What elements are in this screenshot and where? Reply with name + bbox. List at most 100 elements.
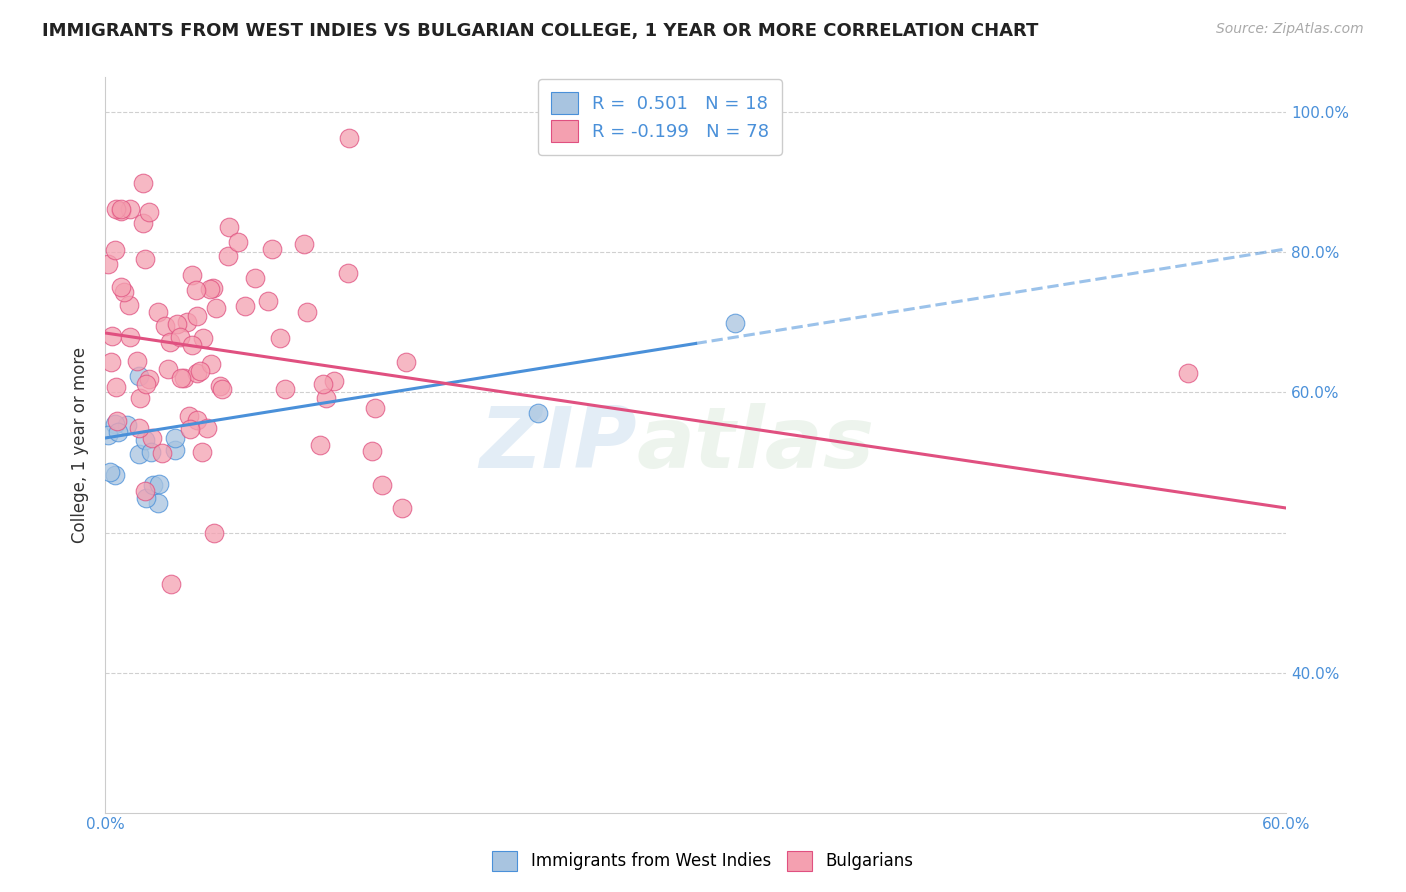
Point bbox=[257, 293, 280, 308]
Point bbox=[104, 468, 127, 483]
Point bbox=[110, 202, 132, 216]
Point bbox=[262, 243, 284, 257]
Point bbox=[197, 421, 219, 435]
Point bbox=[179, 409, 201, 423]
Text: atlas: atlas bbox=[637, 403, 875, 486]
Point bbox=[193, 331, 215, 345]
Point bbox=[233, 299, 256, 313]
Point bbox=[297, 305, 319, 319]
Point bbox=[292, 237, 315, 252]
Point bbox=[211, 382, 233, 396]
Point bbox=[188, 364, 211, 378]
Point bbox=[97, 428, 120, 442]
Point bbox=[134, 484, 156, 499]
Point bbox=[274, 382, 297, 396]
Point bbox=[201, 280, 224, 294]
Point bbox=[135, 491, 157, 505]
Text: Source: ZipAtlas.com: Source: ZipAtlas.com bbox=[1216, 22, 1364, 37]
Point bbox=[138, 372, 160, 386]
Point bbox=[138, 204, 160, 219]
Point bbox=[134, 434, 156, 448]
Point bbox=[118, 202, 141, 216]
Point bbox=[180, 338, 202, 352]
Point bbox=[148, 305, 170, 319]
Point bbox=[371, 477, 394, 491]
Point bbox=[176, 315, 198, 329]
Point bbox=[309, 438, 332, 452]
Point bbox=[205, 301, 228, 316]
Point bbox=[135, 376, 157, 391]
Point bbox=[100, 355, 122, 369]
Point bbox=[243, 271, 266, 285]
Point bbox=[315, 391, 337, 405]
Text: IMMIGRANTS FROM WEST INDIES VS BULGARIAN COLLEGE, 1 YEAR OR MORE CORRELATION CHA: IMMIGRANTS FROM WEST INDIES VS BULGARIAN… bbox=[42, 22, 1039, 40]
Point bbox=[184, 283, 207, 297]
Point bbox=[117, 298, 139, 312]
Point bbox=[103, 244, 125, 258]
Point bbox=[128, 447, 150, 461]
Point bbox=[217, 249, 239, 263]
Point bbox=[97, 256, 120, 270]
Point bbox=[527, 406, 550, 420]
Point bbox=[336, 267, 359, 281]
Point bbox=[156, 361, 179, 376]
Point bbox=[104, 202, 127, 216]
Point bbox=[186, 366, 208, 380]
Point bbox=[169, 330, 191, 344]
Point bbox=[165, 431, 187, 445]
Point bbox=[312, 377, 335, 392]
Point bbox=[173, 371, 195, 385]
Point bbox=[364, 401, 387, 416]
Point bbox=[159, 335, 181, 350]
Point bbox=[202, 526, 225, 541]
Point bbox=[1177, 366, 1199, 380]
Point bbox=[107, 414, 129, 428]
Point bbox=[218, 220, 240, 235]
Point bbox=[361, 444, 384, 458]
Point bbox=[141, 431, 163, 445]
Point bbox=[198, 283, 221, 297]
Point bbox=[112, 285, 135, 300]
Point bbox=[337, 131, 360, 145]
Point bbox=[148, 477, 170, 491]
Point bbox=[132, 176, 155, 190]
Y-axis label: College, 1 year or more: College, 1 year or more bbox=[72, 347, 89, 543]
Point bbox=[128, 391, 150, 405]
Point bbox=[200, 357, 222, 371]
Point bbox=[150, 445, 173, 459]
Point bbox=[395, 354, 418, 368]
Point bbox=[391, 501, 413, 516]
Point bbox=[180, 268, 202, 283]
Point bbox=[110, 279, 132, 293]
Point bbox=[101, 328, 124, 343]
Point bbox=[104, 417, 127, 432]
Point bbox=[186, 309, 208, 323]
Point bbox=[127, 354, 149, 368]
Point bbox=[170, 370, 193, 384]
Point bbox=[179, 422, 201, 436]
Point bbox=[128, 421, 150, 435]
Point bbox=[146, 496, 169, 510]
Legend: R =  0.501   N = 18, R = -0.199   N = 78: R = 0.501 N = 18, R = -0.199 N = 78 bbox=[538, 79, 782, 155]
Point bbox=[208, 379, 231, 393]
Point bbox=[142, 477, 165, 491]
Point bbox=[163, 442, 186, 457]
Point bbox=[153, 318, 176, 333]
Point bbox=[128, 369, 150, 384]
Point bbox=[159, 577, 181, 591]
Text: ZIP: ZIP bbox=[479, 403, 637, 486]
Point bbox=[104, 380, 127, 394]
Point bbox=[191, 445, 214, 459]
Point bbox=[115, 418, 138, 433]
Point bbox=[134, 252, 156, 267]
Point bbox=[107, 425, 129, 439]
Point bbox=[120, 330, 142, 344]
Point bbox=[724, 316, 747, 330]
Legend: Immigrants from West Indies, Bulgarians: Immigrants from West Indies, Bulgarians bbox=[484, 842, 922, 880]
Point bbox=[98, 465, 121, 479]
Point bbox=[186, 412, 208, 426]
Point bbox=[110, 203, 132, 218]
Point bbox=[132, 216, 155, 230]
Point bbox=[141, 444, 163, 458]
Point bbox=[228, 235, 250, 249]
